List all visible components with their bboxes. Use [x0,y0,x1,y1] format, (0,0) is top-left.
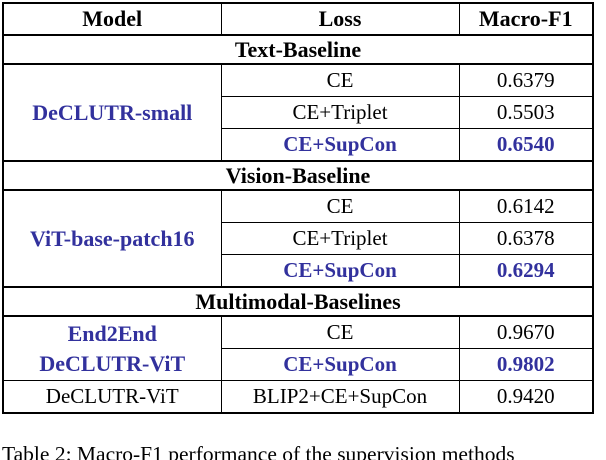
table-row: ViT-base-patch16 CE 0.6142 [2,189,594,288]
model-name-line-1: End2End [67,320,157,346]
table-header-row: Model Loss Macro-F1 [2,2,594,36]
section-row-vision-baseline: Vision-Baseline [2,160,594,191]
header-cell-loss: Loss [220,2,460,36]
table-row: CE+Triplet 0.5503 [3,96,594,129]
table-caption: Table 2: Macro-F1 performance of the sup… [2,442,515,460]
loss-cell: BLIP2+CE+SupCon [220,380,460,414]
loss-cell-highlighted: CE+SupCon [220,128,460,162]
f1-cell: 0.6379 [458,63,594,97]
table-row: DeCLUTR-small CE 0.6379 [2,63,594,162]
loss-cell: CE [220,189,460,223]
loss-cell: CE [220,315,460,349]
loss-cell: CE [220,63,460,97]
loss-cell-highlighted: CE+SupCon [220,348,460,381]
model-cell-vit-base-patch16: ViT-base-patch16 [2,189,222,288]
table-row: CE+Triplet 0.6378 [3,222,594,255]
table-row: End2End DeCLUTR-ViT CE 0.9670 [2,315,594,381]
loss-cell-highlighted: CE+SupCon [220,254,460,288]
table-row: CE+SupCon 0.9802 [3,348,594,381]
f1-cell-highlighted: 0.9802 [458,348,594,381]
results-table: Model Loss Macro-F1 Text-Baseline DeCLUT… [2,2,594,414]
loss-cell: CE+Triplet [220,96,460,129]
f1-cell: 0.9670 [458,315,594,349]
section-title: Multimodal-Baselines [2,286,594,317]
f1-cell-highlighted: 0.6540 [458,128,594,162]
f1-cell: 0.5503 [458,96,594,129]
section-title: Text-Baseline [2,34,594,65]
f1-cell: 0.9420 [458,380,594,414]
section-row-multimodal-baselines: Multimodal-Baselines [2,286,594,317]
section-row-text-baseline: Text-Baseline [2,34,594,65]
table-row: DeCLUTR-ViT BLIP2+CE+SupCon 0.9420 [2,380,594,414]
model-cell-declutr-vit: DeCLUTR-ViT [2,380,222,414]
model-name-line-2: DeCLUTR-ViT [39,350,186,376]
model-cell-end2end-declutr-vit: End2End DeCLUTR-ViT [2,315,222,381]
f1-cell: 0.6378 [458,222,594,255]
header-cell-model: Model [2,2,222,36]
table-row: CE+SupCon 0.6540 [3,128,594,162]
section-title: Vision-Baseline [2,160,594,191]
table-row: CE+SupCon 0.6294 [3,254,594,288]
model-cell-declutr-small: DeCLUTR-small [2,63,222,162]
f1-cell: 0.6142 [458,189,594,223]
header-cell-macro-f1: Macro-F1 [458,2,594,36]
loss-cell: CE+Triplet [220,222,460,255]
f1-cell-highlighted: 0.6294 [458,254,594,288]
